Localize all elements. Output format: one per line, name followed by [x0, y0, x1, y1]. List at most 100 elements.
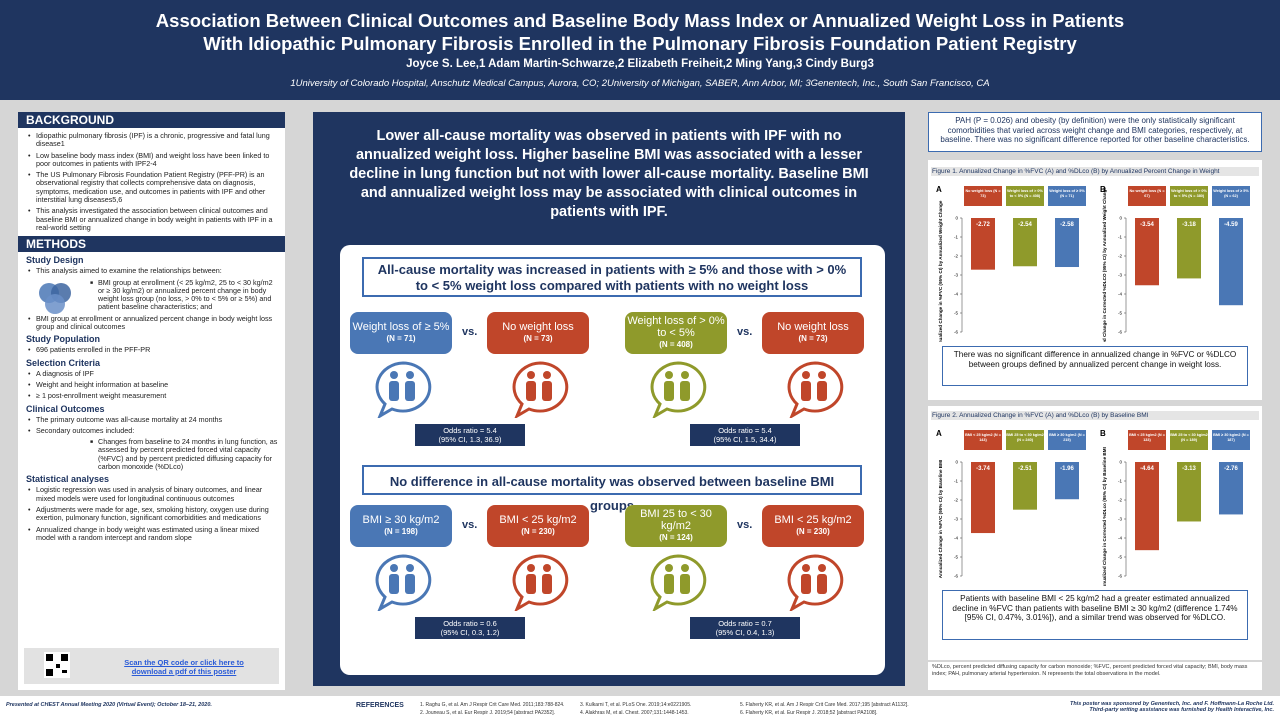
odds-ratio: Odds ratio = 0.7 [718, 619, 772, 628]
legend-label-box: Weight loss of > 0% to < 5% (N = 380) [1171, 189, 1207, 198]
figure-2: Figure 2. Annualized Change in %FVC (A) … [928, 406, 1262, 660]
head [665, 564, 673, 572]
body [405, 381, 415, 401]
reference: 2. Jouneau S, et al. Eur Respir J. 2019;… [420, 710, 555, 716]
y-axis-label: Annualized Change in Corrected %DLCO (95… [1102, 187, 1107, 342]
value-label: -4.64 [1140, 466, 1154, 472]
value-label: -1.96 [1060, 466, 1074, 472]
bullet-list: A diagnosis of IPF Weight and height info… [18, 369, 285, 401]
chart: A Annualized Change in %FVC (95% CI) by B… [936, 429, 1086, 579]
bullet-list: BMI group at enrollment or annualized pe… [18, 314, 285, 332]
head [406, 371, 414, 379]
bullet: BMI group at enrollment or annualized pe… [28, 314, 279, 332]
y-tick-label: 0 [955, 460, 958, 465]
subheading: Study Population [26, 334, 100, 345]
odds-ratio: Odds ratio = 0.6 [443, 619, 497, 628]
references-heading: REFERENCES [356, 702, 404, 709]
qr-link[interactable]: Scan the QR code or click here to downlo… [124, 658, 244, 676]
body [664, 574, 674, 594]
legend-box [1048, 430, 1086, 450]
title: With Idiopathic Pulmonary Fibrosis Enrol… [203, 33, 1077, 54]
authors: Joyce S. Lee,1 Adam Martin-Schwarze,2 El… [406, 58, 874, 70]
body [680, 574, 690, 594]
people-icon [375, 361, 432, 418]
panel-letter: B [1100, 429, 1106, 438]
caption: Patients with baseline BMI < 25 kg/m2 ha… [942, 590, 1248, 640]
bullet: Changes from baseline to 24 months in lu… [90, 437, 279, 471]
bar [1177, 462, 1201, 522]
footer: Presented at CHEST Annual Meeting 2020 (… [0, 696, 1280, 721]
legend-box [1048, 186, 1086, 206]
body [389, 381, 399, 401]
people-icon [375, 554, 432, 611]
bar [971, 218, 995, 270]
body [664, 381, 674, 401]
bullet: This analysis investigated the associati… [28, 207, 279, 232]
y-axis-label: Annualized Change in %FVC (95% CI) by An… [938, 200, 943, 342]
head [681, 371, 689, 379]
bullet: Secondary outcomes included: [28, 426, 279, 435]
chart: A Annualized Change in %FVC (95% CI) by A… [936, 185, 1086, 342]
bullet-list: Logistic regression was used in analysis… [18, 486, 285, 542]
writing-text: Third-party writing assistance was furni… [1089, 707, 1274, 713]
legend-box [1128, 430, 1166, 450]
bullet: Idiopathic pulmonary fibrosis (IPF) is a… [28, 131, 279, 149]
subheading: Clinical Outcomes [26, 403, 105, 414]
bar [1135, 462, 1159, 551]
legend-label: Weight loss of ≥ 5% (N = 62) [1213, 189, 1249, 198]
y-tick-label: -5 [1118, 311, 1122, 316]
odds-ci: (95% CI, 0.4, 1.3) [715, 628, 775, 637]
footnote: %DLco, percent predicted diffusing capac… [928, 662, 1262, 690]
group-label: No weight loss [502, 321, 574, 333]
body [817, 574, 827, 594]
bar [1135, 218, 1159, 286]
y-tick-label: -6 [954, 330, 958, 335]
group-pill: Weight loss of > 0% to < 5% (N = 408) [625, 312, 727, 354]
section-heading: METHODS [18, 236, 285, 253]
bullet: Annualized change in body weight was est… [28, 525, 279, 543]
legend-label: BMI 25 to < 30 kg/m2 (N = 240) [1006, 433, 1044, 442]
reference: 1. Raghu G, et al. Am J Respir Crit Care… [420, 702, 565, 708]
legend-label-box: BMI < 25 kg/m2 (N = 143) [965, 433, 1001, 442]
head [802, 564, 810, 572]
affiliations: 1University of Colorado Hospital, Anschu… [290, 78, 990, 89]
summary: PAH (P = 0.026) and obesity (by definiti… [928, 112, 1262, 152]
legend-box [1170, 186, 1208, 206]
legend-box [1170, 430, 1208, 450]
results-box: All-cause mortality was increased in pat… [340, 245, 885, 675]
bullet: ≥ 1 post-enrollment weight measurement [28, 391, 279, 400]
group-label: BMI < 25 kg/m2 [774, 514, 852, 526]
left-column: BACKGROUND Idiopathic pulmonary fibrosis… [18, 112, 285, 690]
group-label: No weight loss [777, 321, 849, 333]
speech-bubble [787, 361, 844, 418]
title: Association Between Clinical Outcomes an… [155, 10, 1125, 31]
legend-label-box: Weight loss of > 0% to < 5% (N = 408) [1007, 189, 1043, 198]
bullet: BMI group at enrollment (< 25 kg/m2, 25 … [90, 278, 279, 312]
y-tick-label: 0 [955, 216, 958, 221]
summary-box: PAH (P = 0.026) and obesity (by definiti… [928, 112, 1262, 152]
legend-label-box: BMI < 25 kg/m2 (N = 133) [1129, 433, 1165, 442]
people-icon [787, 361, 844, 418]
body [405, 574, 415, 594]
y-tick-label: -3 [1118, 273, 1122, 278]
body [817, 381, 827, 401]
legend-label: No weight loss (N = 73) [965, 189, 1001, 198]
group-pill: BMI 25 to < 30 kg/m2 (N = 124) [625, 505, 727, 547]
value-label: -3.54 [1140, 222, 1154, 228]
speech-bubble [787, 554, 844, 611]
head [390, 371, 398, 379]
value-label: -2.54 [1018, 222, 1032, 228]
bullet-list: This analysis aimed to examine the relat… [18, 266, 285, 275]
vs: vs. [462, 519, 478, 531]
legend-box [1212, 186, 1250, 206]
group-n: (N = 198) [384, 527, 418, 536]
qr-panel: Scan the QR code or click here to downlo… [24, 648, 279, 684]
head [527, 564, 535, 572]
people-icon [512, 361, 569, 418]
body [542, 574, 552, 594]
group-label: BMI < 25 kg/m2 [499, 514, 577, 526]
odds-box: Odds ratio = 0.6 (95% CI, 0.3, 1.2) [415, 617, 525, 639]
sub-list: Changes from baseline to 24 months in lu… [18, 437, 285, 471]
value-label: -2.51 [1018, 466, 1032, 472]
